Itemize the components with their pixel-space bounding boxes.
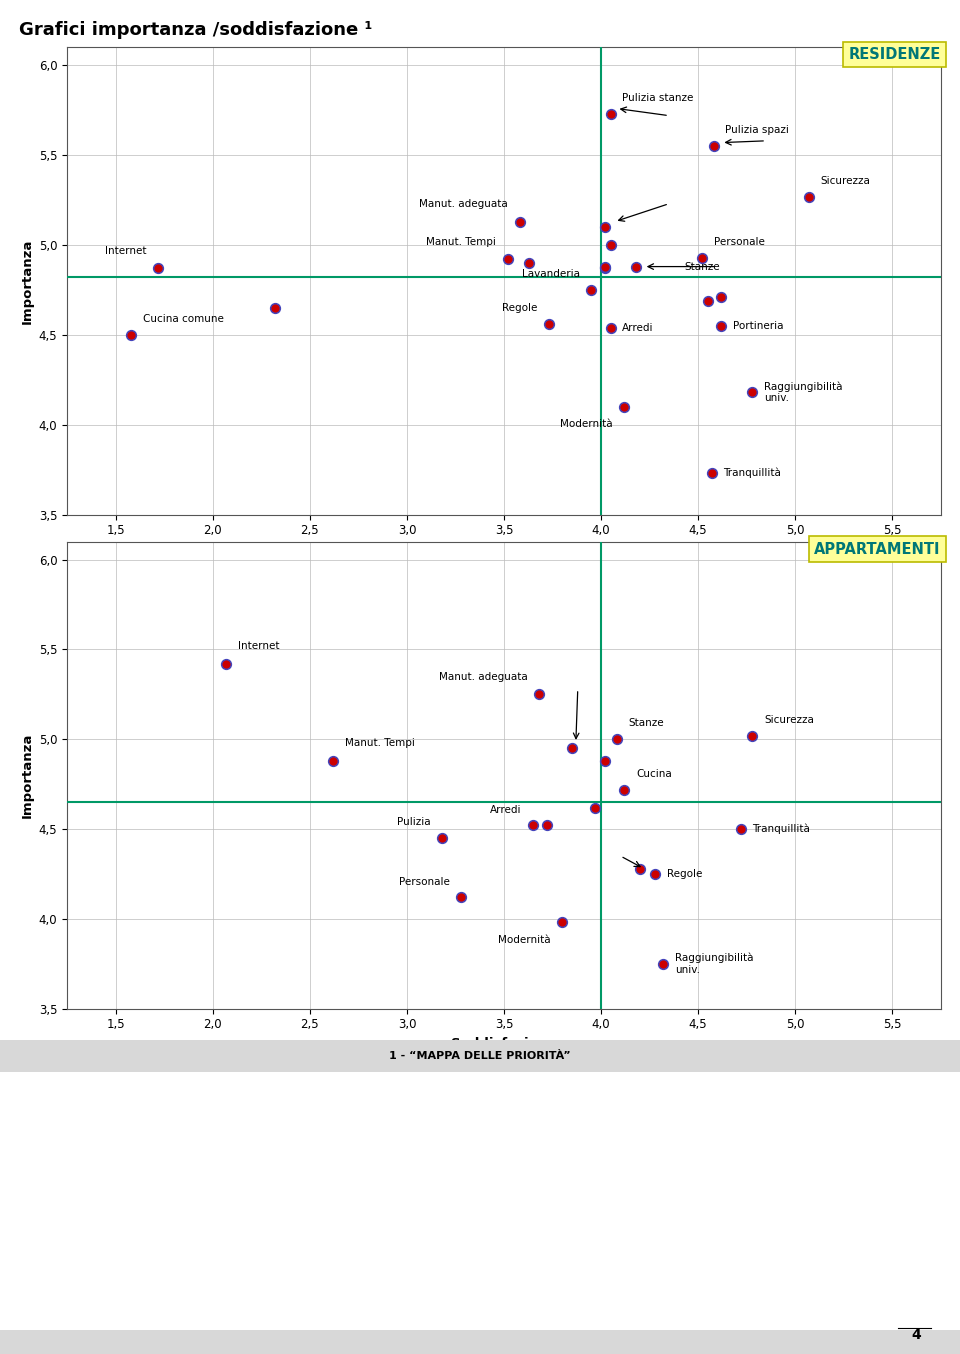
Text: Raggiungibilità
univ.: Raggiungibilità univ. xyxy=(675,953,754,975)
Text: Personale: Personale xyxy=(713,237,764,246)
Text: Regole: Regole xyxy=(502,303,537,313)
Text: Modernità: Modernità xyxy=(560,420,612,429)
Text: miglioramento, su cui intervenire con priorità più elevata;: miglioramento, su cui intervenire con pr… xyxy=(259,1284,575,1293)
Text: Personale: Personale xyxy=(398,876,449,887)
Text: elementi del servizio maggiormente suscettibili di: elementi del servizio maggiormente susce… xyxy=(545,1262,822,1273)
X-axis label: Soddisfazione: Soddisfazione xyxy=(110,1311,154,1316)
Text: servizio e devono essere mantenuti.: servizio e devono essere mantenuti. xyxy=(259,1328,458,1338)
Text: 3. Quadrante 3 (Area della competitività):: 3. Quadrante 3 (Area della competitività… xyxy=(259,1308,516,1317)
X-axis label: Soddisfazione: Soddisfazione xyxy=(451,543,557,555)
Text: criticità: criticità xyxy=(66,1129,95,1137)
Text: Sicurezza: Sicurezza xyxy=(821,176,871,185)
Text: per verificare che le aspettative degli utenti non crescano.: per verificare che le aspettative degli … xyxy=(259,1238,579,1248)
Text: Manut. adeguata: Manut. adeguata xyxy=(420,199,508,209)
Text: Sicurezza: Sicurezza xyxy=(764,715,814,724)
Text: Modernità: Modernità xyxy=(498,936,551,945)
Text: Manut. Tempi: Manut. Tempi xyxy=(345,738,415,749)
Text: Lavanderia: Lavanderia xyxy=(521,269,580,279)
Text: 1 - “MAPPA DELLE PRIORITÀ”: 1 - “MAPPA DELLE PRIORITÀ” xyxy=(389,1051,571,1062)
Text: 4: 4 xyxy=(912,1328,922,1342)
Text: dei giudizi di importanza di tutte le dimensioni considerate. I quadranti della : dei giudizi di importanza di tutte le di… xyxy=(259,1151,723,1160)
Text: Tranquillità: Tranquillità xyxy=(753,823,810,834)
Text: APPARTAMENTI: APPARTAMENTI xyxy=(814,542,941,556)
Text: particolare:: particolare: xyxy=(259,1193,322,1202)
Text: elementi del servizio da controllare nel tempo,: elementi del servizio da controllare nel… xyxy=(553,1217,811,1227)
Text: Pulizia: Pulizia xyxy=(396,818,430,827)
Text: 1. Quadrante 1 (Area del monitoraggio):: 1. Quadrante 1 (Area del monitoraggio): xyxy=(259,1217,506,1227)
Text: componenti che qualificano il valore del: componenti che qualificano il valore del xyxy=(575,1308,797,1317)
Text: Pulizia stanze: Pulizia stanze xyxy=(622,93,694,103)
Text: monitoraggio: monitoraggio xyxy=(55,1233,106,1243)
Text: illusioni: illusioni xyxy=(169,1233,198,1243)
Text: che vengono così a formarsi esprimono altrettante azioni in ottica di migliorame: che vengono così a formarsi esprimono al… xyxy=(259,1171,733,1182)
Y-axis label: Importanza: Importanza xyxy=(20,733,34,818)
Text: rappresentata da un piano a due dimensioni e quattro quadranti ottenuto mediante: rappresentata da un piano a due dimensio… xyxy=(259,1089,717,1098)
Y-axis label: Importanza: Importanza xyxy=(1,1170,7,1206)
Text: RESIDENZE: RESIDENZE xyxy=(849,47,941,62)
X-axis label: Soddisfazione: Soddisfazione xyxy=(451,1037,557,1049)
Text: corrispondente alla domanda di soddisfazione posta a valle del questionario) e l: corrispondente alla domanda di soddisfaz… xyxy=(259,1131,741,1140)
Text: Pulizia spazi: Pulizia spazi xyxy=(726,126,789,135)
Text: Internet: Internet xyxy=(106,246,147,256)
Text: 2. Quadrante 2 (Area delle criticità):: 2. Quadrante 2 (Area delle criticità): xyxy=(259,1262,482,1273)
Text: Tranquillità: Tranquillità xyxy=(724,468,781,478)
Text: Internet: Internet xyxy=(238,642,279,651)
Text: Stanze: Stanze xyxy=(684,261,720,272)
Text: Arredi: Arredi xyxy=(490,804,521,815)
Text: Grafici importanza /soddisfazione ¹: Grafici importanza /soddisfazione ¹ xyxy=(19,22,372,39)
Text: Arredi: Arredi xyxy=(622,322,654,333)
Text: Portineria: Portineria xyxy=(733,321,783,330)
Text: Manut. Tempi: Manut. Tempi xyxy=(426,237,496,246)
Text: Cucina comune: Cucina comune xyxy=(143,314,224,324)
Text: Cucina: Cucina xyxy=(636,769,672,779)
Text: Raggiungibilità
univ.: Raggiungibilità univ. xyxy=(764,382,843,403)
Text: competitività: competitività xyxy=(158,1129,208,1137)
Text: Manut. adeguata: Manut. adeguata xyxy=(439,672,527,681)
Text: l’incrocio valore medio della soddisfazione complessiva finale (quindi quella: l’incrocio valore medio della soddisfazi… xyxy=(259,1109,674,1120)
Text: Stanze: Stanze xyxy=(628,719,664,728)
Y-axis label: Importanza: Importanza xyxy=(20,238,34,324)
Text: Regole: Regole xyxy=(667,869,703,879)
